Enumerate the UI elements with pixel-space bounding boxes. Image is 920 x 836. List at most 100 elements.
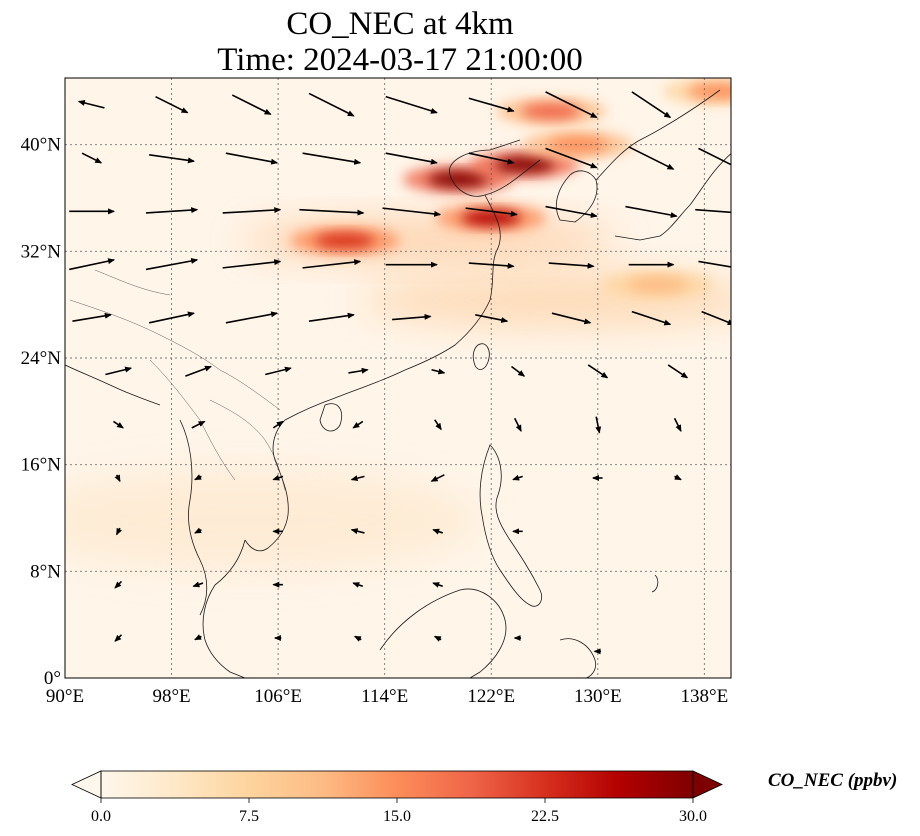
bohai-coast <box>449 139 541 197</box>
wind-vector <box>145 207 199 214</box>
concentration-hotspot <box>521 103 582 120</box>
wind-vector <box>299 208 365 216</box>
longitude-tick-label: 106°E <box>254 686 302 707</box>
longitude-tick-labels: 90°E 98°E 106°E 114°E 122°E 130°E 138°E <box>46 686 728 707</box>
concentration-background <box>65 78 731 678</box>
border-line <box>69 299 281 411</box>
country-borders <box>69 269 286 491</box>
wind-vector <box>115 527 123 536</box>
latitude-tick-label: 8°N <box>30 561 61 582</box>
wind-vector <box>69 258 116 271</box>
longitude-tick-label: 114°E <box>361 686 408 707</box>
wind-vector <box>155 95 189 114</box>
latitude-tick-label: 40°N <box>21 135 62 156</box>
latitude-tick-label: 0° <box>44 668 61 689</box>
concentration-haze <box>65 470 480 570</box>
concentration-hotspot <box>314 232 375 249</box>
concentration-hotspot <box>687 83 731 100</box>
wind-vector <box>385 95 438 114</box>
wind-vector <box>468 152 515 165</box>
wind-vector <box>434 419 442 431</box>
colorbar-tick-label: 7.5 <box>239 808 259 825</box>
island-outline <box>651 574 659 593</box>
borneo-coast <box>379 588 507 678</box>
wind-vector <box>194 474 202 481</box>
longitude-tick-label: 130°E <box>574 686 622 707</box>
wind-vector <box>114 474 121 483</box>
map-time-subtitle: Time: 2024-03-17 21:00:00 <box>217 42 583 78</box>
wind-vector <box>302 259 362 269</box>
colorbar-ticks: 0.0 7.5 15.0 22.5 30.0 <box>91 798 707 825</box>
wind-vector <box>468 262 515 269</box>
wind-vector <box>192 581 204 588</box>
vietnam-coast <box>244 419 289 552</box>
wind-vector <box>114 634 123 642</box>
japan-coast <box>614 153 731 241</box>
taiwan-coast <box>472 343 490 370</box>
wind-vector <box>432 582 444 588</box>
longitude-tick-label: 90°E <box>46 686 84 707</box>
colorbar-tick-label: 22.5 <box>531 808 559 825</box>
wind-vector <box>272 420 284 429</box>
wind-vector <box>631 310 672 326</box>
wind-vector <box>382 207 442 217</box>
wind-vector <box>149 154 195 164</box>
wind-vector <box>148 311 195 324</box>
wind-vector <box>113 420 124 429</box>
wind-vector <box>465 207 518 217</box>
wind-vector <box>194 527 202 534</box>
wind-vector <box>513 417 522 432</box>
wind-vector <box>475 314 509 323</box>
map-plot-area <box>65 78 731 678</box>
northeast-coast <box>595 89 721 181</box>
wind-vector <box>191 420 206 429</box>
wind-vector <box>222 259 282 269</box>
concentration-hotspots <box>289 78 731 299</box>
wind-vector <box>385 152 438 165</box>
latitude-tick-label: 24°N <box>21 348 62 369</box>
wind-vector <box>231 94 272 115</box>
wind-vector <box>352 582 364 588</box>
gridlines <box>65 78 731 678</box>
wind-vector <box>667 364 689 379</box>
wind-vector <box>673 417 682 432</box>
wind-vector <box>272 474 284 481</box>
colorbar-gradient <box>101 771 693 798</box>
map-frame <box>64 77 732 679</box>
border-line <box>209 399 286 491</box>
colorbar-min-extension <box>71 770 102 799</box>
latitude-tick-labels: 0° 8°N 16°N 24°N 32°N 40°N <box>21 135 62 689</box>
wind-vector <box>185 365 212 377</box>
wind-vector <box>105 366 133 376</box>
colorbar-tick-label: 30.0 <box>679 808 707 825</box>
wind-vector <box>308 92 355 117</box>
wind-vector <box>352 420 364 429</box>
wind-vector <box>308 312 355 322</box>
wind-vector <box>350 475 365 482</box>
border-line <box>94 269 171 296</box>
myanmar-thailand-coast <box>179 419 208 616</box>
wind-vector <box>701 310 731 325</box>
china-east-coast <box>284 194 501 421</box>
colorbar-label: CO_NEC (ppbv) <box>768 770 898 791</box>
sulawesi-coast <box>559 638 597 678</box>
wind-vector <box>587 364 609 379</box>
wind-vector <box>222 207 282 214</box>
wind-vectors <box>69 91 731 655</box>
wind-vector <box>631 91 672 119</box>
wind-vector <box>551 312 592 325</box>
wind-vector <box>194 634 202 641</box>
wind-vector <box>392 313 432 321</box>
korea-coast <box>556 170 598 223</box>
latitude-tick-label: 32°N <box>21 241 62 262</box>
longitude-tick-label: 138°E <box>681 686 729 707</box>
wind-vector <box>468 97 515 113</box>
malay-peninsula <box>202 539 246 678</box>
wind-vector <box>628 146 675 170</box>
wind-vector <box>698 260 731 270</box>
wind-vector <box>302 152 362 165</box>
wind-vector <box>114 580 123 589</box>
colorbar-tick-label: 15.0 <box>383 808 411 825</box>
wind-vector <box>430 474 445 482</box>
